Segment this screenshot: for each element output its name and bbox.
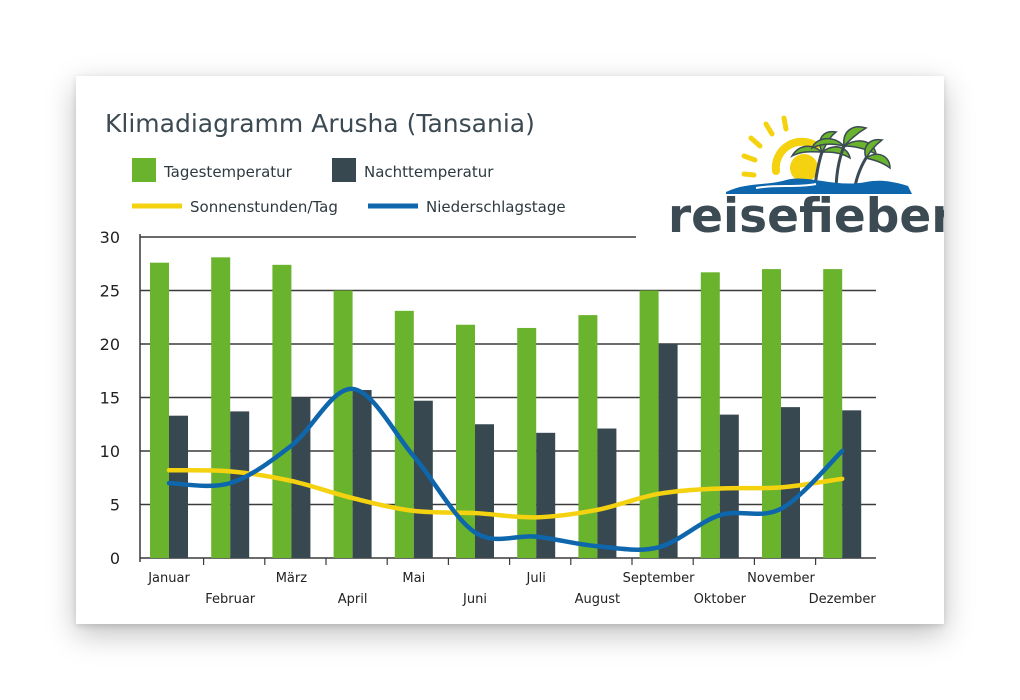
line-sonnenstunden bbox=[166, 467, 845, 520]
legend: Tagestemperatur Nachttemperatur Sonnenstun… bbox=[132, 158, 566, 216]
reisefieber-logo: reisefieber bbox=[668, 115, 944, 244]
y-tick-label: 10 bbox=[100, 442, 120, 461]
x-tick-label: Januar bbox=[147, 571, 190, 586]
y-tick-label: 25 bbox=[100, 282, 120, 301]
bar-nachttemperatur bbox=[597, 428, 617, 558]
bar-tagestemperatur bbox=[456, 324, 475, 558]
bar-nachttemperatur bbox=[352, 390, 372, 558]
sun-icon bbox=[741, 115, 820, 182]
bar-nachttemperatur bbox=[291, 397, 311, 558]
bar-tagestemperatur bbox=[150, 262, 169, 558]
chart-title: Klimadiagramm Arusha (Tansania) bbox=[105, 109, 535, 138]
x-tick-label: August bbox=[575, 592, 621, 607]
bar-nachttemperatur bbox=[230, 411, 250, 558]
bar-nachttemperatur bbox=[842, 410, 862, 558]
x-tick-label: April bbox=[338, 592, 368, 607]
bar-tagestemperatur bbox=[823, 269, 843, 558]
y-tick-label: 20 bbox=[100, 335, 120, 354]
x-tick-label: Februar bbox=[205, 592, 256, 607]
climate-chart: Klimadiagramm Arusha (Tansania) Tagestem… bbox=[100, 109, 944, 607]
x-tick-label: Juni bbox=[462, 592, 487, 607]
bar-tagestemperatur bbox=[211, 257, 231, 558]
x-tick-label: Dezember bbox=[809, 592, 877, 607]
bar-nachttemperatur bbox=[169, 415, 188, 558]
y-tick-label: 5 bbox=[110, 496, 120, 515]
bar-tagestemperatur bbox=[578, 315, 598, 558]
bar-tagestemperatur bbox=[394, 310, 414, 558]
x-tick-label: September bbox=[623, 571, 696, 586]
bar-nachttemperatur bbox=[475, 424, 494, 558]
legend-label: Tagestemperatur bbox=[163, 163, 293, 181]
line-series bbox=[166, 386, 845, 552]
bar-tagestemperatur bbox=[517, 327, 537, 558]
chart-grid: 0 5 10 15 20 25 30 bbox=[100, 228, 876, 568]
x-tick-label: Juli bbox=[526, 571, 546, 586]
line-niederschlagstage bbox=[166, 386, 845, 552]
bar-nachttemperatur bbox=[781, 407, 800, 558]
legend-label: Nachttemperatur bbox=[364, 163, 494, 181]
x-tick-label: Mai bbox=[402, 571, 425, 586]
y-tick-label: 30 bbox=[100, 228, 120, 247]
x-tick-label: März bbox=[276, 571, 308, 586]
chart-axes: Januar Februar März April Mai Juni Juli AugustS… bbox=[139, 234, 877, 607]
y-tick-label: 0 bbox=[110, 549, 120, 568]
legend-swatch bbox=[132, 158, 156, 182]
bar-nachttemperatur bbox=[536, 432, 556, 558]
bar-tagestemperatur bbox=[272, 264, 292, 558]
legend-label: Niederschlagstage bbox=[426, 198, 566, 216]
x-tick-label: Oktober bbox=[694, 592, 747, 607]
legend-swatch bbox=[332, 158, 356, 182]
logo-text: reisefieber bbox=[668, 189, 944, 244]
bar-tagestemperatur bbox=[333, 290, 353, 558]
bar-tagestemperatur bbox=[639, 290, 659, 558]
x-tick-label: November bbox=[747, 571, 815, 586]
y-tick-label: 15 bbox=[100, 389, 120, 408]
chart-card: Klimadiagramm Arusha (Tansania) Tagestem… bbox=[76, 76, 944, 624]
bar-nachttemperatur bbox=[413, 400, 433, 558]
wave-icon bbox=[726, 178, 912, 194]
legend-label: Sonnenstunden/Tag bbox=[190, 198, 338, 216]
bar-nachttemperatur bbox=[658, 344, 678, 558]
